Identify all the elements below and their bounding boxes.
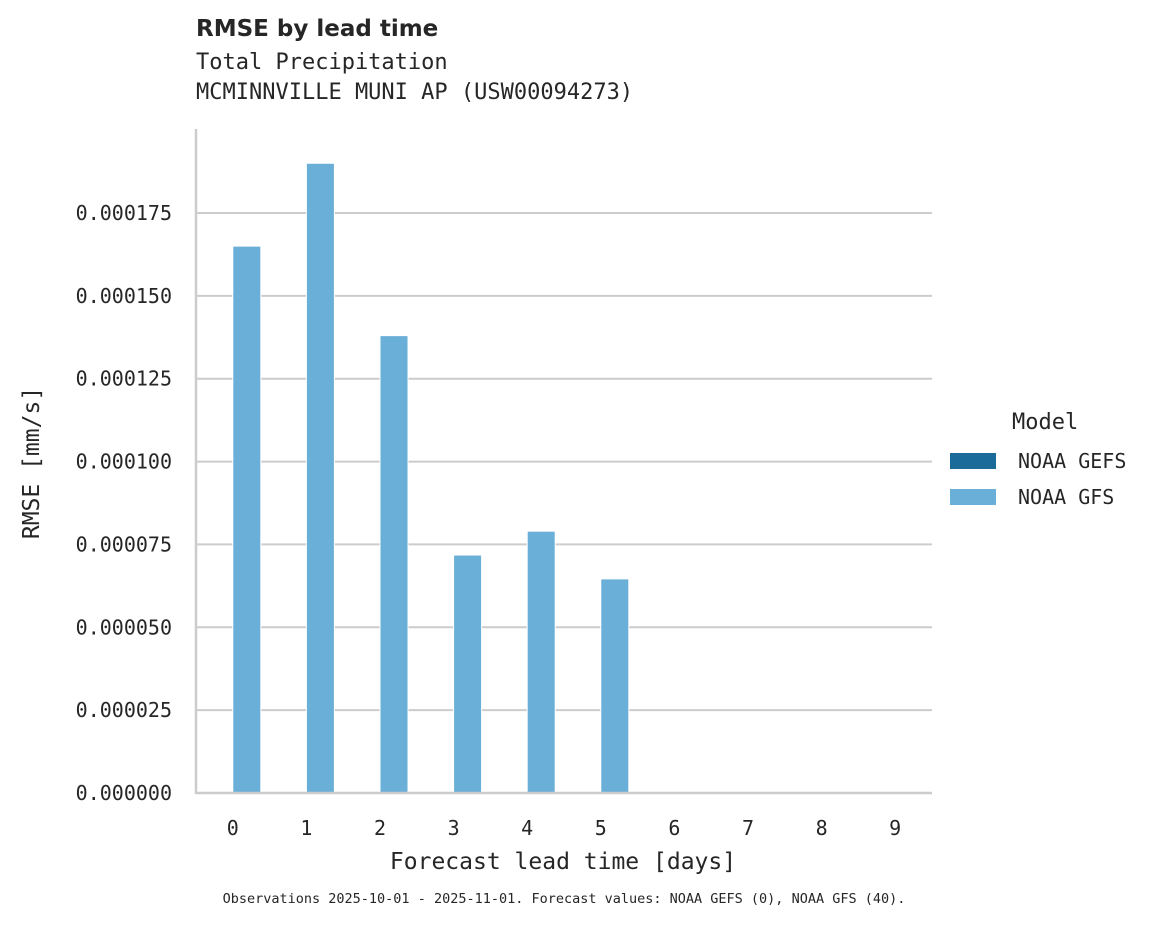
legend-title: Model bbox=[1012, 410, 1079, 435]
footnote: Observations 2025-10-01 - 2025-11-01. Fo… bbox=[222, 891, 906, 907]
bar-noaa-gfs-0 bbox=[232, 245, 262, 794]
legend-swatch-gfs bbox=[950, 489, 996, 505]
bar-noaa-gfs-5 bbox=[600, 578, 630, 794]
legend-item-gfs: NOAA GFS bbox=[950, 479, 1126, 515]
y-tick-label: 0.000125 bbox=[76, 367, 172, 391]
x-axis-label: Forecast lead time [days] bbox=[390, 849, 736, 875]
x-tick-label: 2 bbox=[374, 816, 386, 840]
legend-label-gfs: NOAA GFS bbox=[1018, 485, 1115, 509]
y-axis-label: RMSE [mm/s] bbox=[19, 387, 45, 539]
bar-noaa-gfs-3 bbox=[453, 554, 483, 794]
y-tick-label: 0.000100 bbox=[76, 450, 172, 474]
legend-label-gefs: NOAA GEFS bbox=[1018, 449, 1127, 473]
y-tick-label: 0.000150 bbox=[76, 284, 172, 308]
y-tick-label: 0.000025 bbox=[76, 698, 172, 722]
legend-item-gefs: NOAA GEFS bbox=[950, 443, 1126, 479]
x-tick-label: 6 bbox=[668, 816, 680, 840]
bar-noaa-gfs-4 bbox=[526, 530, 556, 794]
chart-title: RMSE by lead time bbox=[196, 16, 439, 42]
y-tick-label: 0.000075 bbox=[76, 532, 172, 556]
x-tick-label: 0 bbox=[227, 816, 239, 840]
legend-swatch-gefs bbox=[950, 453, 996, 469]
bar-noaa-gfs-2 bbox=[379, 335, 409, 794]
x-tick-label: 1 bbox=[300, 816, 312, 840]
bar-noaa-gfs-1 bbox=[305, 162, 335, 794]
y-tick-label: 0.000050 bbox=[76, 615, 172, 639]
legend: Model NOAA GEFS NOAA GFS bbox=[950, 410, 1126, 515]
x-tick-label: 3 bbox=[448, 816, 460, 840]
chart-subtitle-station: MCMINNVILLE MUNI AP (USW00094273) bbox=[196, 80, 634, 105]
x-tick-label: 9 bbox=[889, 816, 901, 840]
y-tick-label: 0.000000 bbox=[76, 781, 172, 805]
x-tick-label: 7 bbox=[742, 816, 754, 840]
x-tick-label: 4 bbox=[521, 816, 533, 840]
x-tick-label: 5 bbox=[595, 816, 607, 840]
x-tick-label: 8 bbox=[816, 816, 828, 840]
chart-subtitle-variable: Total Precipitation bbox=[196, 50, 448, 75]
y-tick-label: 0.000175 bbox=[76, 201, 172, 225]
